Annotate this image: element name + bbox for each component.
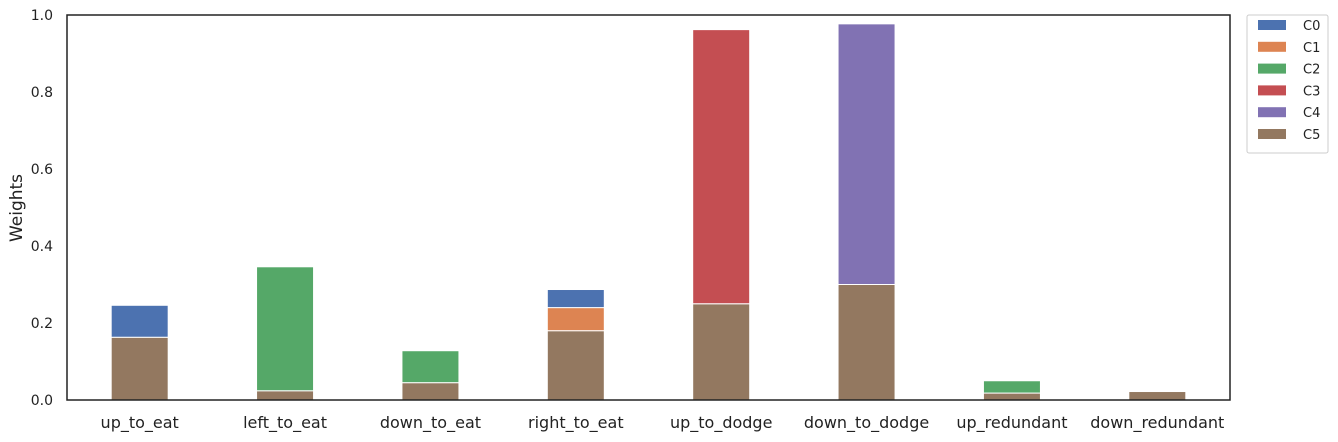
legend-label-C3: C3: [1303, 84, 1320, 99]
bar-down_to_eat-C5: [401, 382, 460, 401]
x-tick-label: right_to_eat: [528, 413, 624, 433]
x-tick-label: up_to_dodge: [670, 413, 772, 433]
bar-right_to_eat-C0: [546, 289, 605, 309]
bar-down_to_eat-C2: [401, 350, 460, 384]
x-tick-label: down_to_eat: [380, 413, 481, 433]
bar-down_to_dodge-C4: [837, 23, 896, 285]
y-tick-label: 0.0: [31, 393, 53, 409]
y-tick-label: 0.6: [31, 162, 53, 178]
legend-swatch-C0: [1258, 20, 1286, 30]
bar-left_to_eat-C2: [256, 266, 315, 392]
legend-label-C4: C4: [1303, 106, 1320, 121]
legend-swatch-C4: [1258, 107, 1286, 118]
bar-up_to_dodge-C5: [692, 303, 751, 401]
bar-left_to_eat-C5: [256, 390, 315, 401]
bars-layer: [110, 23, 1187, 401]
bar-down_to_dodge-C5: [837, 284, 896, 401]
y-tick-label: 0.2: [31, 316, 53, 332]
y-tick-label: 1.0: [31, 8, 53, 24]
legend-swatch-C3: [1258, 85, 1286, 96]
bar-up_to_eat-C0: [110, 304, 169, 338]
y-tick-label: 0.4: [31, 239, 53, 255]
bar-down_redundant-C5: [1128, 391, 1187, 401]
bar-up_to_dodge-C3: [692, 29, 751, 305]
legend-label-C1: C1: [1303, 41, 1320, 56]
bar-up_to_eat-C5: [110, 336, 169, 401]
x-tick-label: up_redundant: [956, 413, 1067, 433]
x-axis-ticks: up_to_eat left_to_eat down_to_eat right_to_…: [101, 413, 1225, 433]
legend-label-C5: C5: [1303, 128, 1320, 143]
legend-swatch-C2: [1258, 63, 1286, 74]
y-axis-title: Weights: [7, 174, 27, 242]
x-tick-label: down_redundant: [1090, 413, 1224, 433]
legend-swatch-C1: [1258, 41, 1286, 52]
y-axis-ticks: 0.0 0.2 0.4 0.6 0.8 1.0: [31, 8, 53, 409]
x-tick-label: down_to_dodge: [804, 413, 929, 433]
legend-label-C0: C0: [1303, 19, 1320, 34]
legend: C0 C1 C2 C3 C4 C5: [1246, 14, 1329, 154]
y-tick-label: 0.8: [31, 85, 53, 101]
bar-right_to_eat-C5: [546, 330, 605, 401]
bar-right_to_eat-C1: [546, 307, 605, 332]
legend-label-C2: C2: [1303, 63, 1320, 78]
legend-swatch-C5: [1258, 129, 1286, 139]
x-tick-label: left_to_eat: [243, 413, 327, 433]
x-tick-label: up_to_eat: [101, 413, 179, 433]
bar-up_redundant-C5: [982, 392, 1041, 401]
plot-frame: [66, 14, 1231, 401]
bar-up_redundant-C2: [982, 380, 1041, 394]
